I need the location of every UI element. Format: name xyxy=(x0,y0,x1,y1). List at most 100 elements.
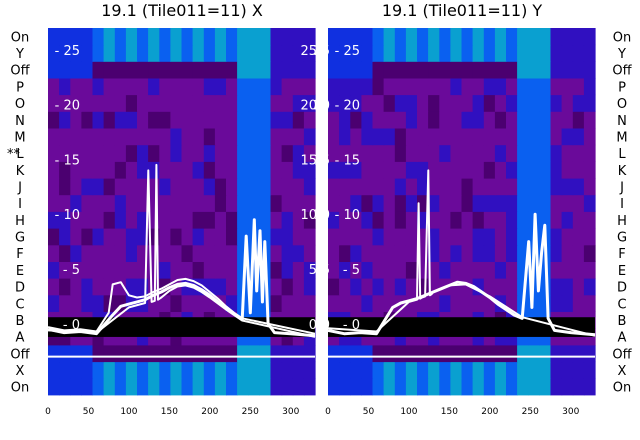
baseline-band xyxy=(328,317,595,337)
heatmap-cell xyxy=(494,244,507,262)
heatmap-cell xyxy=(383,294,396,312)
trace-line xyxy=(47,277,316,335)
heatmap-cell xyxy=(472,178,485,196)
heatmap-cell xyxy=(539,178,552,196)
heatmap-cell xyxy=(428,294,440,312)
heatmap-cell xyxy=(192,294,205,312)
heatmap-cell xyxy=(192,178,205,196)
heatmap-cell xyxy=(292,111,305,129)
row-label: X xyxy=(16,364,25,379)
heatmap-cell xyxy=(159,211,171,229)
heatmap-cell xyxy=(148,345,160,363)
panel-x: 19.1 (Tile011=11) X - 0 - 5 - 10 - 15 - 20 - 2… xyxy=(7,1,317,417)
heatmap-cell xyxy=(103,378,116,396)
heatmap-cell xyxy=(192,111,205,129)
heatmap-cell xyxy=(339,244,351,262)
heatmap-cell xyxy=(517,61,529,79)
heatmap-cell xyxy=(472,378,485,396)
heatmap-cell xyxy=(483,261,496,279)
heatmap-cell xyxy=(428,144,440,162)
heatmap-cell xyxy=(450,244,463,262)
heatmap-cell xyxy=(439,294,451,312)
heatmap-cell xyxy=(148,244,160,262)
heatmap-cell xyxy=(48,111,60,129)
heatmap-cell xyxy=(303,211,316,229)
heatmap-cell xyxy=(125,128,138,146)
heatmap-cell xyxy=(114,128,127,146)
heatmap-cell xyxy=(350,61,362,79)
heatmap-cell xyxy=(528,44,540,62)
heatmap-cell xyxy=(92,194,105,212)
heatmap-cell xyxy=(539,211,552,229)
heatmap-cell xyxy=(303,345,316,363)
heatmap-cell xyxy=(461,144,474,162)
heatmap-cell xyxy=(170,244,183,262)
heatmap-cell xyxy=(461,128,474,146)
heatmap-cell xyxy=(114,44,127,62)
row-label: N xyxy=(617,114,627,129)
heatmap-cell xyxy=(417,128,429,146)
heatmap-cell xyxy=(472,345,485,363)
row-label: N xyxy=(15,114,25,129)
heatmap-cell xyxy=(181,211,194,229)
heatmap-cell xyxy=(572,144,585,162)
heatmap-cell xyxy=(528,111,540,129)
heatmap-cell xyxy=(259,78,272,96)
heatmap-cell xyxy=(137,211,149,229)
x-tick-label: 50 xyxy=(83,407,95,417)
heatmap-cell xyxy=(439,28,451,46)
heatmap-cell xyxy=(361,345,374,363)
heatmap-cell xyxy=(170,111,183,129)
heatmap-cell xyxy=(137,28,149,46)
heatmap-cell xyxy=(417,161,429,179)
heatmap-cell xyxy=(439,61,451,79)
heatmap-cell xyxy=(248,161,260,179)
heatmap-cell xyxy=(494,78,507,96)
heatmap-cell xyxy=(192,44,205,62)
heatmap-cell xyxy=(339,228,351,246)
heatmap-cell xyxy=(539,144,552,162)
heatmap-cell xyxy=(237,211,249,229)
heatmap-cell xyxy=(472,361,485,379)
heatmap-cell xyxy=(350,228,362,246)
heatmap-cell xyxy=(583,78,596,96)
heatmap-cell xyxy=(361,161,374,179)
heatmap-cell xyxy=(59,178,71,196)
heatmap-cell xyxy=(428,178,440,196)
heatmap-cell xyxy=(170,144,183,162)
heatmap-cell xyxy=(428,161,440,179)
heatmap-cell xyxy=(170,228,183,246)
heatmap-cell xyxy=(237,178,249,196)
heatmap-cell xyxy=(428,378,440,396)
heatmap-cell xyxy=(48,161,60,179)
heatmap-cell xyxy=(528,194,540,212)
heatmap-cell xyxy=(226,278,238,296)
heatmap-cell xyxy=(450,144,463,162)
heatmap-cell xyxy=(281,194,294,212)
heatmap-cell xyxy=(48,128,60,146)
heatmap-cell xyxy=(472,128,485,146)
heatmap-cell xyxy=(483,228,496,246)
row-label: C xyxy=(617,297,626,312)
heatmap-cell xyxy=(328,94,340,112)
heatmap-cell xyxy=(248,261,260,279)
heatmap-cell xyxy=(59,294,71,312)
heatmap-cell xyxy=(103,194,116,212)
x-tick-label: 0 xyxy=(325,407,331,417)
heatmap-cell xyxy=(383,111,396,129)
heatmap-cell xyxy=(237,144,249,162)
heatmap-cell xyxy=(203,78,216,96)
heatmap-cell xyxy=(137,244,149,262)
heatmap-cell xyxy=(550,294,563,312)
panel-y: 19.1 (Tile011=11) Y - 0 - 5 - 10 - 15 - 20 - 2… xyxy=(313,1,632,417)
heatmap-cell xyxy=(237,28,249,46)
heatmap-cell xyxy=(226,194,238,212)
heatmap-cell xyxy=(70,361,82,379)
heatmap-cell xyxy=(428,361,440,379)
heatmap-cell xyxy=(561,244,574,262)
heatmap-cell xyxy=(259,211,272,229)
heatmap-cell xyxy=(483,278,496,296)
heatmap-cell xyxy=(405,361,418,379)
heatmap-cell xyxy=(292,194,305,212)
